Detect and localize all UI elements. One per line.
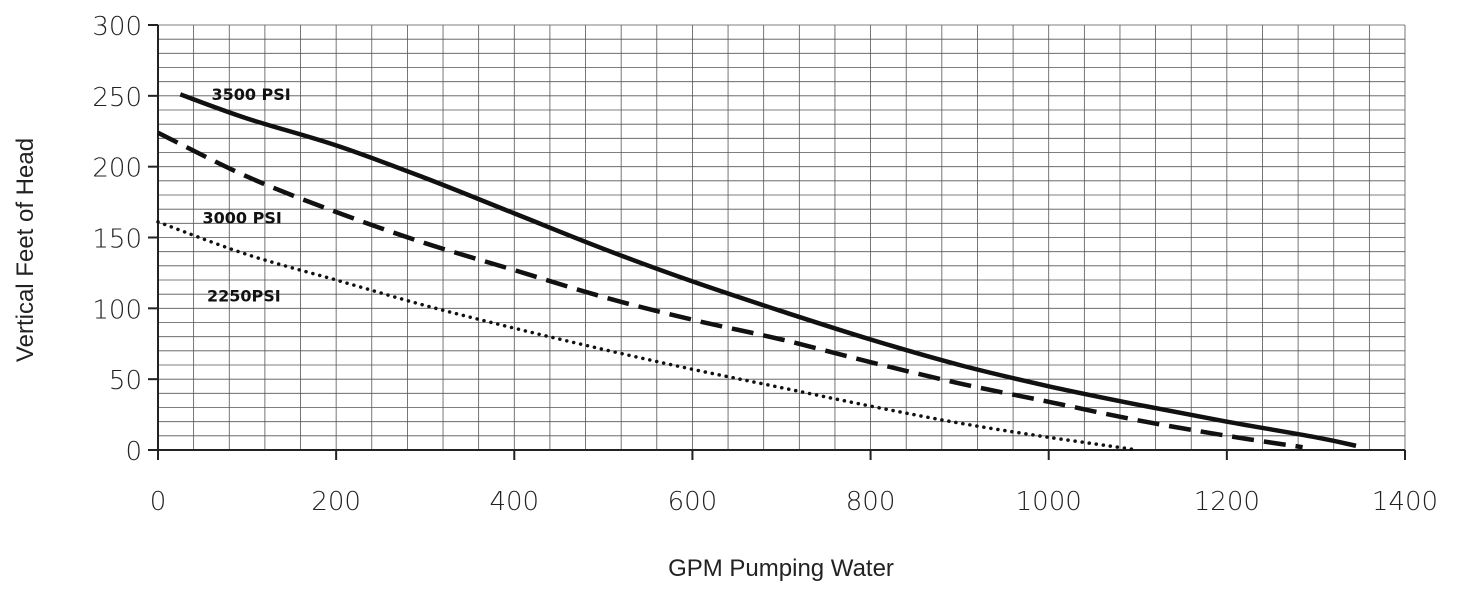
series-line-2: [156, 220, 1140, 452]
y-tick-label: 300: [92, 12, 142, 42]
y-tick-label: 100: [92, 295, 142, 325]
x-tick-label: 1200: [1194, 487, 1260, 517]
x-tick-label: 0: [150, 487, 167, 517]
x-tick-label: 1400: [1372, 487, 1438, 517]
x-tick-label: 800: [846, 487, 896, 517]
series-label-0: 3500 PSI: [211, 85, 290, 104]
series-line-0: [179, 92, 1357, 448]
y-axis-title: Vertical Feet of Head: [12, 138, 39, 362]
x-tick-label: 600: [668, 487, 718, 517]
y-tick-label: 250: [92, 83, 142, 113]
series-label-2: 2250PSI: [207, 286, 281, 305]
y-tick-label: 0: [125, 437, 142, 467]
series-label-1: 3000 PSI: [203, 208, 282, 227]
y-tick-label: 50: [109, 366, 142, 396]
y-tick-label: 150: [92, 225, 142, 255]
grid: [157, 24, 1406, 451]
x-axis-title: GPM Pumping Water: [668, 555, 894, 582]
series-lines: [156, 92, 1357, 452]
x-tick-label: 1000: [1016, 487, 1082, 517]
series-line-1: [157, 130, 1303, 450]
x-tick-label: 400: [489, 487, 539, 517]
series-labels: 3500 PSI 3000 PSI 2250PSI: [203, 85, 291, 305]
axes: 0 50 100 150 200 250 300 0 200 400 600 800 1000 1200 1…: [92, 12, 1438, 517]
x-tick-label: 200: [311, 487, 361, 517]
y-tick-label: 200: [92, 154, 142, 184]
